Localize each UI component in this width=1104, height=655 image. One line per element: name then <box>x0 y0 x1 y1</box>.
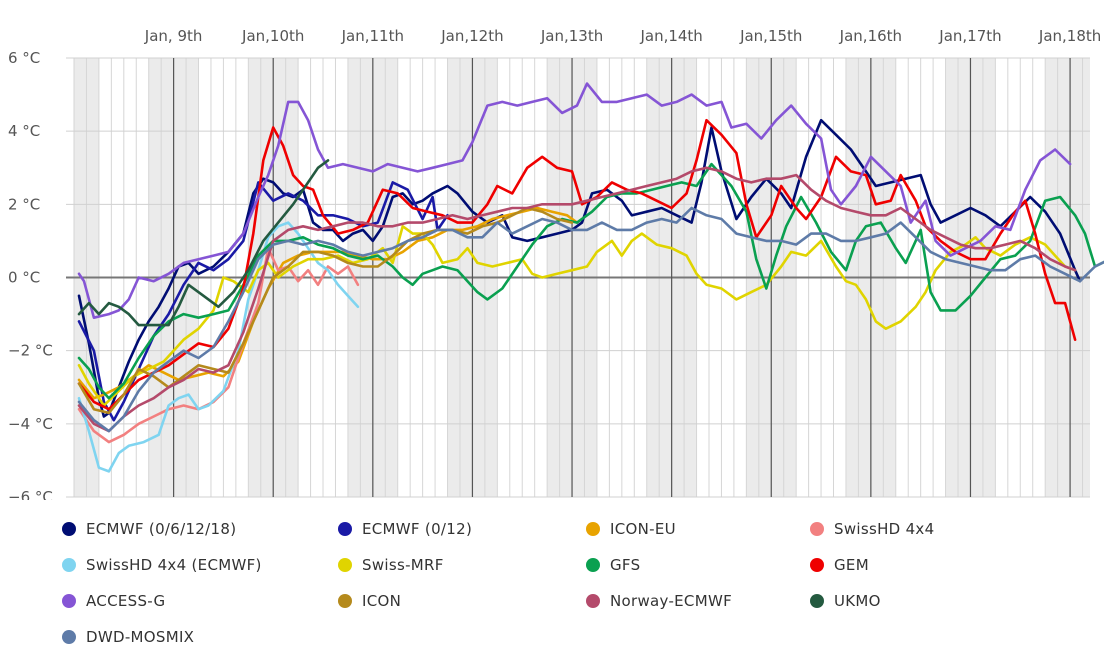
legend-color-dot <box>338 558 352 572</box>
series-line-dwd-mosmix <box>77 206 1104 433</box>
legend-item[interactable]: SwissHD 4x4 (ECMWF) <box>62 554 262 576</box>
legend-label: Norway-ECMWF <box>610 592 733 610</box>
x-tick-label: Jan,14th <box>639 27 702 45</box>
legend-color-dot <box>62 594 76 608</box>
legend-label: GEM <box>834 556 869 574</box>
x-tick-label: Jan,12th <box>440 27 503 45</box>
forecast-chart: 6 °C 4 °C 2 °C 0 °C −2 °C −4 °C −6 °C Jan, 9th… <box>8 27 1104 506</box>
x-tick-label: Jan,17th <box>938 27 1001 45</box>
legend-item[interactable]: ECMWF (0/6/12/18) <box>62 518 236 540</box>
x-tick-label: Jan,11th <box>341 27 404 45</box>
y-tick-label: −6 °C <box>8 488 53 500</box>
legend-label: Swiss-MRF <box>362 556 444 574</box>
legend-label: ECMWF (0/12) <box>362 520 473 538</box>
y-tick-label: 6 °C <box>8 49 40 67</box>
legend-label: SwissHD 4x4 (ECMWF) <box>86 556 262 574</box>
legend-item[interactable]: UKMO <box>810 590 881 612</box>
legend-label: GFS <box>610 556 641 574</box>
series-line-norway-ecmwf <box>77 166 1077 433</box>
legend-color-dot <box>62 630 76 644</box>
y-tick-label: 0 °C <box>8 269 40 287</box>
legend-item[interactable]: ECMWF (0/12) <box>338 518 472 540</box>
series-line-swiss-mrf <box>77 225 1077 407</box>
series-line-ukmo <box>77 159 330 327</box>
legend-color-dot <box>62 558 76 572</box>
x-axis-ticks: Jan, 9th Jan,10th Jan,11th Jan,12th Jan,13th… <box>144 27 1101 45</box>
legend-label: ICON-EU <box>610 520 676 538</box>
series-lines <box>77 82 1104 473</box>
legend-item[interactable]: ICON-EU <box>586 518 676 540</box>
legend-label: ECMWF (0/6/12/18) <box>86 520 237 538</box>
legend-color-dot <box>810 558 824 572</box>
legend-item[interactable]: ICON <box>338 590 401 612</box>
y-tick-label: 4 °C <box>8 122 40 140</box>
y-tick-label: −2 °C <box>8 342 53 360</box>
x-tick-label: Jan, 9th <box>144 27 203 45</box>
legend-item[interactable]: SwissHD 4x4 <box>810 518 934 540</box>
legend-color-dot <box>586 558 600 572</box>
legend-item[interactable]: DWD-MOSMIX <box>62 626 194 648</box>
legend-color-dot <box>810 522 824 536</box>
series-line-icon <box>77 206 574 415</box>
y-tick-label: 2 °C <box>8 195 40 213</box>
legend-color-dot <box>586 594 600 608</box>
legend-color-dot <box>338 522 352 536</box>
legend-item[interactable]: ACCESS-G <box>62 590 165 612</box>
horizontal-gridlines <box>66 57 1090 498</box>
series-line-gfs <box>77 162 1104 400</box>
y-tick-label: −4 °C <box>8 415 53 433</box>
y-axis-ticks: 6 °C 4 °C 2 °C 0 °C −2 °C −4 °C −6 °C <box>8 49 53 506</box>
legend-label: SwissHD 4x4 <box>834 520 935 538</box>
legend-label: ACCESS-G <box>86 592 166 610</box>
x-tick-label: Jan,15th <box>739 27 802 45</box>
legend-item[interactable]: Swiss-MRF <box>338 554 444 576</box>
x-tick-label: Jan,13th <box>540 27 603 45</box>
legend-color-dot <box>62 522 76 536</box>
legend-label: ICON <box>362 592 402 610</box>
legend-item[interactable]: GEM <box>810 554 869 576</box>
legend-label: UKMO <box>834 592 881 610</box>
chart-svg: 6 °C 4 °C 2 °C 0 °C −2 °C −4 °C −6 °C Jan, 9th… <box>8 27 1104 506</box>
x-tick-label: Jan,10th <box>241 27 304 45</box>
legend-item[interactable]: Norway-ECMWF <box>586 590 732 612</box>
legend-color-dot <box>338 594 352 608</box>
legend-item[interactable]: GFS <box>586 554 640 576</box>
series-line-access-g <box>77 82 1072 319</box>
legend-label: DWD-MOSMIX <box>86 628 195 646</box>
legend-color-dot <box>586 522 600 536</box>
x-tick-label: Jan,16th <box>839 27 902 45</box>
legend-color-dot <box>810 594 824 608</box>
x-tick-label: Jan,18th <box>1038 27 1101 45</box>
